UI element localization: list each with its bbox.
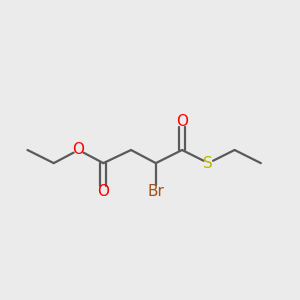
Text: O: O [97,184,109,199]
Text: S: S [203,156,213,171]
Text: O: O [73,142,85,158]
Text: Br: Br [147,184,164,199]
Text: O: O [176,114,188,129]
